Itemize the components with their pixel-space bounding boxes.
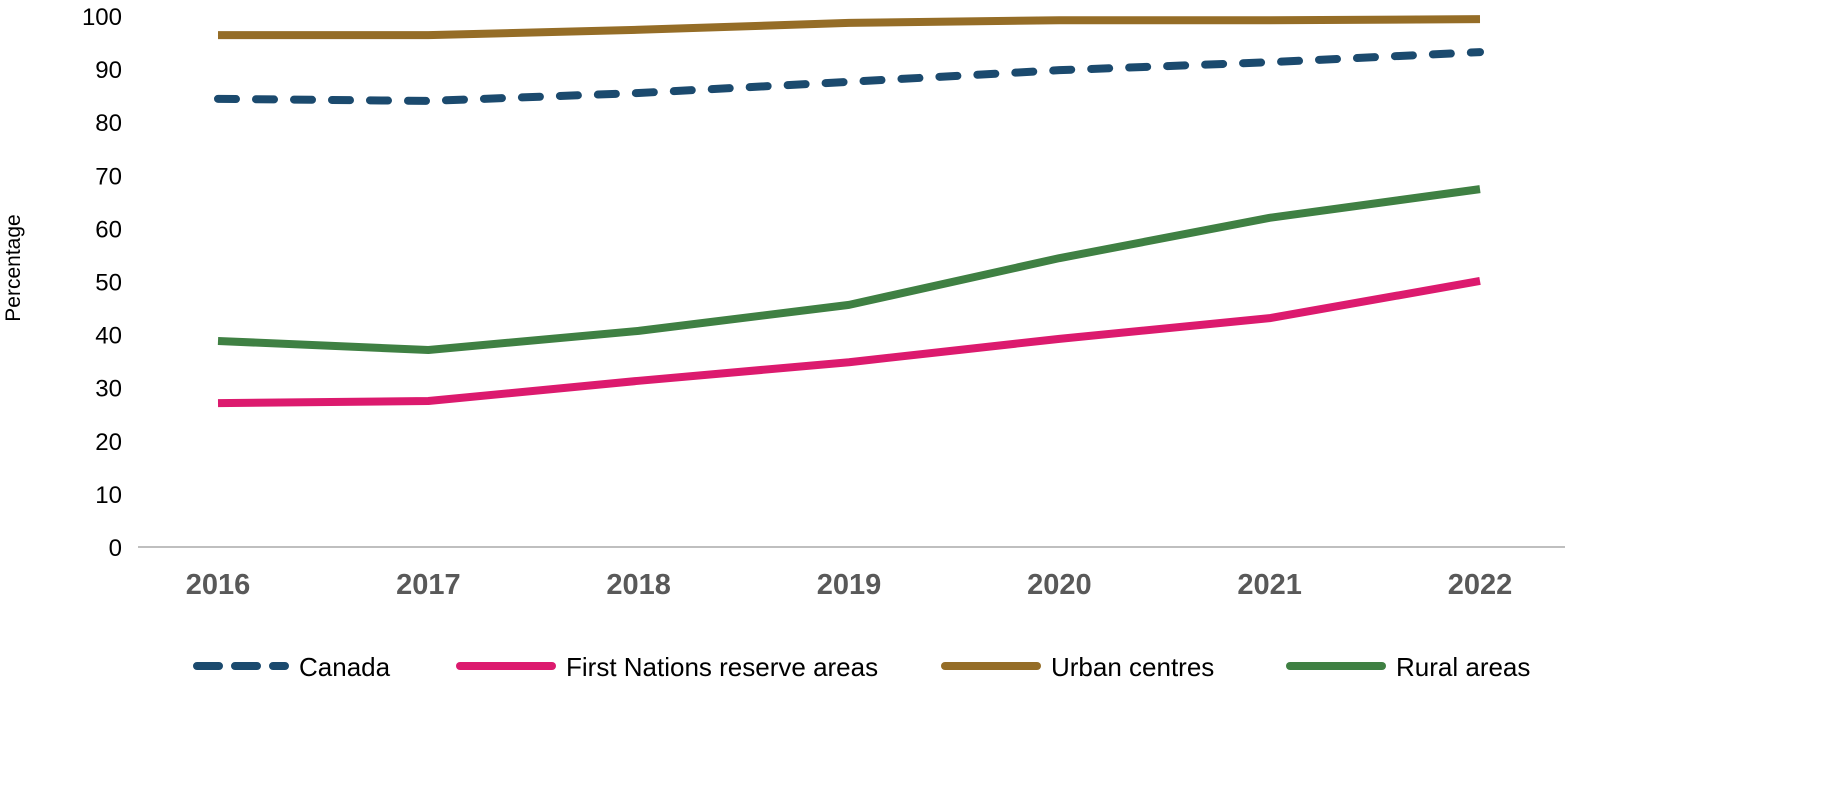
legend-item: Urban centres — [941, 652, 1214, 682]
y-tick-label: 50 — [95, 270, 122, 297]
series-lines — [214, 15, 1484, 408]
y-tick-label: 20 — [95, 429, 122, 456]
x-tick-label: 2017 — [396, 569, 461, 601]
legend-label: Urban centres — [1051, 652, 1214, 682]
y-tick-label: 80 — [95, 110, 122, 137]
x-tick-label: 2019 — [817, 569, 882, 601]
x-tick-label: 2021 — [1237, 569, 1302, 601]
y-tick-label: 100 — [82, 4, 122, 31]
series-line-urban-centres — [218, 15, 1481, 40]
y-tick-label: 0 — [109, 535, 122, 562]
series-line-first-nations-reserve-areas — [217, 277, 1481, 408]
legend-item: First Nations reserve areas — [456, 652, 878, 682]
legend-item: Canada — [193, 652, 391, 682]
series-line-rural-areas — [217, 185, 1481, 354]
x-tick-label: 2022 — [1448, 569, 1513, 601]
legend-label: First Nations reserve areas — [566, 652, 878, 682]
y-axis-label: Percentage — [2, 214, 25, 321]
legend-item: Rural areas — [1286, 652, 1530, 682]
y-tick-label: 90 — [95, 57, 122, 84]
x-tick-label: 2020 — [1027, 569, 1092, 601]
series-line-canada — [214, 48, 1484, 105]
y-tick-label: 30 — [95, 376, 122, 403]
y-tick-label: 10 — [95, 482, 122, 509]
y-tick-label: 40 — [95, 323, 122, 350]
legend: Canada First Nations reserve areas Urban c… — [193, 652, 1530, 682]
x-tick-label: 2018 — [606, 569, 671, 601]
y-axis: 0 10 20 30 40 50 60 70 80 90 100 — [82, 4, 122, 562]
y-tick-label: 70 — [95, 163, 122, 190]
legend-label: Canada — [299, 652, 391, 682]
y-tick-label: 60 — [95, 216, 122, 243]
x-axis: 2016 2017 2018 2019 2020 2021 2022 — [186, 569, 1513, 601]
legend-label: Rural areas — [1396, 652, 1530, 682]
x-tick-label: 2016 — [186, 569, 251, 601]
